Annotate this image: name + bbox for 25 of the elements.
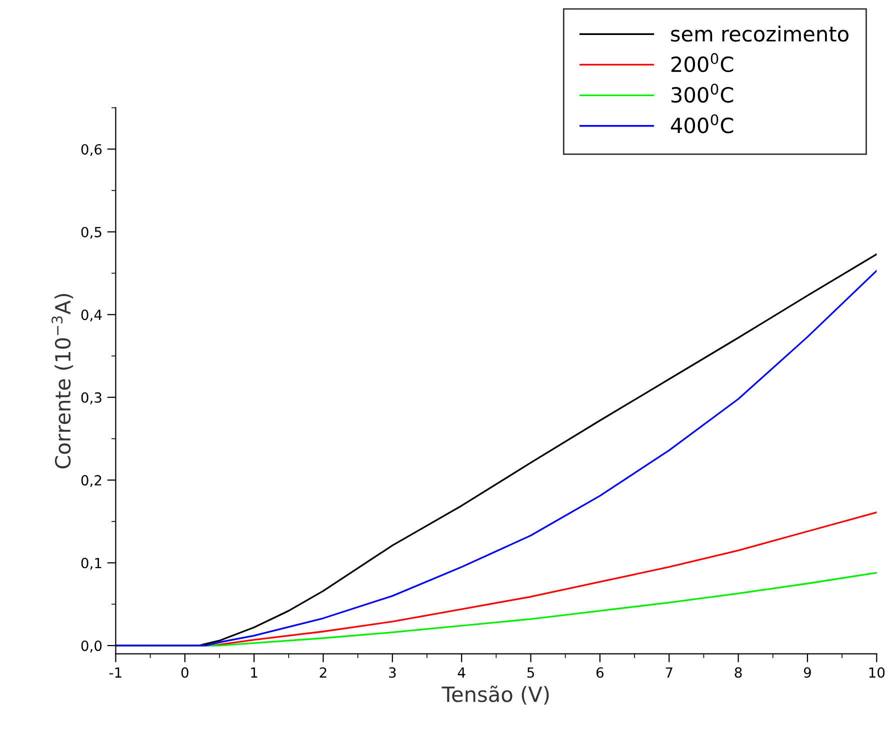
y-tick-label: 0,6	[81, 144, 102, 156]
legend-label: sem recozimento	[671, 26, 848, 42]
x-tick-label: 2	[320, 667, 326, 678]
y-tick-label: 0,1	[81, 558, 102, 570]
x-tick-label: 5	[527, 667, 534, 678]
legend-label: 200$^{0}$C	[671, 53, 734, 72]
x-tick-label: -1	[109, 667, 122, 678]
x-tick-label: 3	[389, 667, 396, 678]
y-axis-title: Corrente (10$^{−3}$A)	[52, 294, 74, 468]
y-tick-label: 0,0	[81, 640, 102, 652]
x-tick-label: 7	[666, 667, 672, 678]
legend-label: 400$^{0}$C	[670, 114, 734, 134]
x-tick-label: 10	[869, 667, 885, 678]
x-tick-label: 4	[458, 667, 466, 678]
y-tick-label: 0,4	[81, 310, 102, 322]
legend-label: 300$^{0}$C	[672, 84, 734, 103]
x-tick-label: 0	[181, 667, 188, 678]
x-tick-label: 1	[251, 667, 258, 678]
x-tick-label: 8	[734, 667, 742, 678]
x-tick-label: 9	[804, 667, 811, 678]
y-tick-label: 0,2	[81, 475, 102, 487]
x-axis-title: Tensão (V)	[442, 686, 549, 705]
y-tick-label: 0,5	[81, 226, 102, 239]
x-tick-label: 6	[596, 667, 604, 678]
y-tick-label: 0,3	[81, 392, 102, 404]
